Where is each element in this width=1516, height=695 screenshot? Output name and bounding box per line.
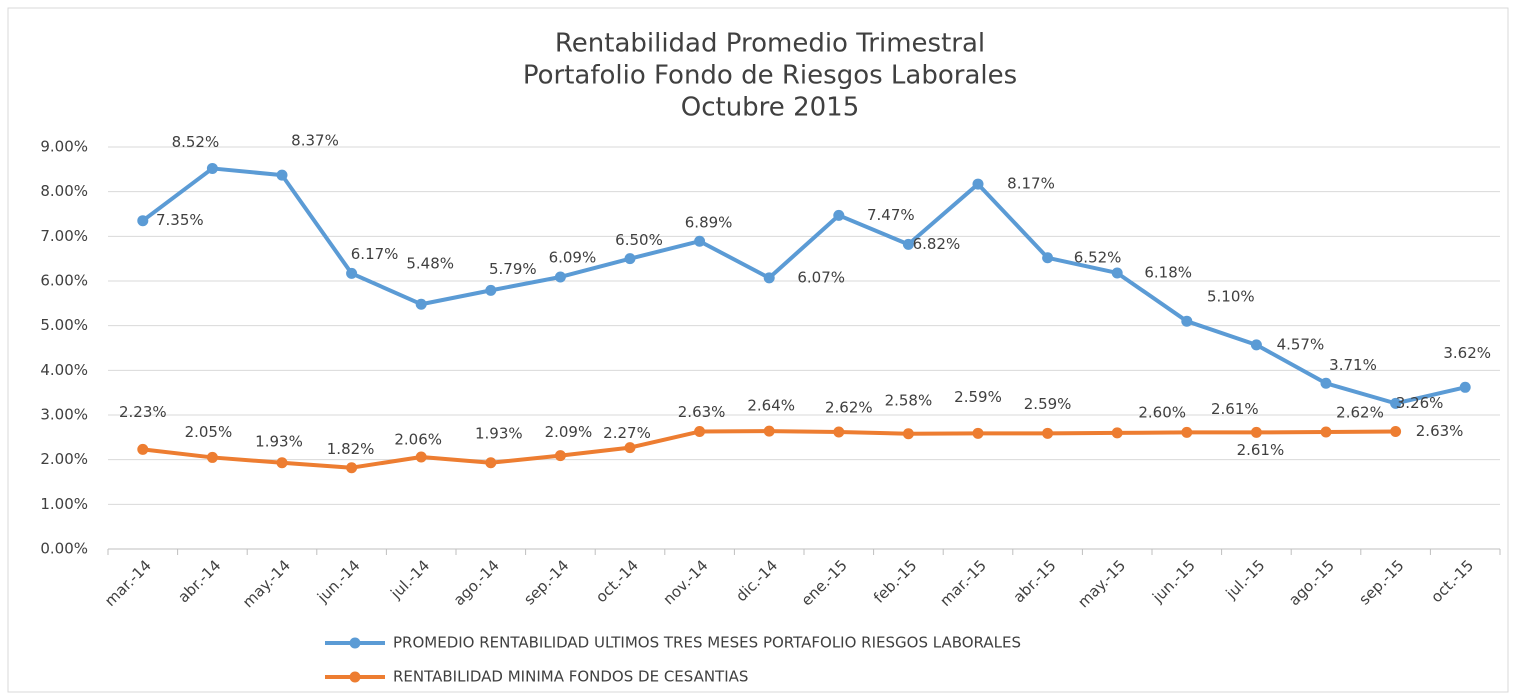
data-point	[1042, 252, 1054, 264]
data-point	[1181, 426, 1193, 438]
data-point	[554, 450, 566, 462]
data-label: 2.59%	[954, 388, 1002, 406]
data-label: 6.07%	[797, 268, 845, 286]
legend-marker	[349, 671, 361, 683]
data-point	[485, 457, 497, 469]
data-point	[415, 451, 427, 463]
y-tick-label: 3.00%	[40, 406, 88, 424]
chart-title: Portafolio Fondo de Riesgos Laborales	[523, 61, 1017, 91]
data-point	[554, 271, 566, 283]
data-point	[763, 425, 775, 437]
data-label: 6.82%	[913, 235, 961, 253]
data-point	[137, 215, 149, 227]
data-point	[485, 284, 497, 296]
data-label: 1.82%	[327, 440, 375, 458]
y-tick-label: 1.00%	[40, 495, 88, 513]
data-label: 2.63%	[1416, 422, 1464, 440]
data-point	[763, 272, 775, 284]
chart-title: Octubre 2015	[681, 93, 859, 123]
data-point	[1111, 267, 1123, 279]
data-point	[415, 298, 427, 310]
data-point	[1181, 315, 1193, 327]
data-label: 7.47%	[867, 206, 915, 224]
legend-label: RENTABILIDAD MINIMA FONDOS DE CESANTIAS	[393, 668, 748, 686]
series-line	[141, 166, 1466, 406]
data-label: 6.50%	[615, 231, 663, 249]
data-point	[1320, 426, 1332, 438]
data-label: 4.57%	[1277, 335, 1325, 353]
data-point	[1390, 397, 1402, 409]
y-tick-label: 8.00%	[40, 182, 88, 200]
data-label: 5.48%	[406, 255, 454, 273]
y-tick-label: 4.00%	[40, 361, 88, 379]
data-point	[1390, 426, 1402, 438]
y-tick-label: 5.00%	[40, 316, 88, 334]
data-point	[694, 426, 706, 438]
data-point	[206, 451, 218, 463]
data-point	[276, 457, 288, 469]
data-point	[624, 442, 636, 454]
data-label: 1.93%	[255, 432, 303, 450]
data-point	[137, 443, 149, 455]
data-point	[1042, 427, 1054, 439]
data-label: 6.89%	[685, 214, 733, 232]
data-label: 2.62%	[825, 398, 873, 416]
data-label: 2.23%	[119, 403, 167, 421]
data-point	[1250, 426, 1262, 438]
data-point	[1320, 377, 1332, 389]
chart-title: Rentabilidad Promedio Trimestral	[555, 29, 985, 59]
data-label: 6.17%	[351, 245, 399, 263]
legend-marker	[349, 637, 361, 649]
data-point	[972, 178, 984, 190]
y-tick-label: 9.00%	[40, 138, 88, 156]
data-label: 6.18%	[1144, 263, 1192, 281]
data-point	[694, 235, 706, 247]
data-point	[1111, 427, 1123, 439]
data-label: 8.37%	[291, 132, 339, 150]
y-tick-label: 2.00%	[40, 450, 88, 468]
data-label: 2.61%	[1237, 441, 1285, 459]
data-label: 2.61%	[1211, 400, 1259, 418]
data-point	[833, 426, 845, 438]
data-label: 5.10%	[1207, 288, 1255, 306]
data-label: 7.35%	[156, 211, 204, 229]
data-label: 3.71%	[1329, 356, 1377, 374]
data-point	[206, 162, 218, 174]
data-label: 8.17%	[1007, 175, 1055, 193]
y-tick-label: 7.00%	[40, 227, 88, 245]
data-label: 6.09%	[549, 248, 597, 266]
data-label: 1.93%	[475, 424, 523, 442]
data-label: 2.63%	[678, 403, 726, 421]
data-label: 2.05%	[185, 423, 233, 441]
data-label: 6.52%	[1074, 248, 1122, 266]
data-point	[1250, 339, 1262, 351]
y-tick-label: 0.00%	[40, 540, 88, 558]
data-point	[1459, 381, 1471, 393]
data-label: 2.06%	[394, 430, 442, 448]
data-label: 8.52%	[172, 133, 220, 151]
data-label: 2.59%	[1024, 395, 1072, 413]
data-point	[346, 267, 358, 279]
data-point	[624, 253, 636, 265]
data-label: 2.60%	[1138, 403, 1186, 421]
data-label: 2.58%	[885, 391, 933, 409]
data-point	[902, 428, 914, 440]
data-point	[902, 238, 914, 250]
data-label: 2.64%	[747, 397, 795, 415]
data-label: 3.26%	[1396, 394, 1444, 412]
data-point	[833, 209, 845, 221]
data-point	[346, 462, 358, 474]
data-label: 2.09%	[545, 423, 593, 441]
data-point	[276, 169, 288, 181]
y-tick-label: 6.00%	[40, 272, 88, 290]
data-label: 2.27%	[603, 424, 651, 442]
data-label: 2.62%	[1336, 403, 1384, 421]
legend-label: PROMEDIO RENTABILIDAD ULTIMOS TRES MESES…	[393, 634, 1021, 652]
data-label: 5.79%	[489, 260, 537, 278]
data-point	[972, 427, 984, 439]
data-label: 3.62%	[1443, 344, 1491, 362]
